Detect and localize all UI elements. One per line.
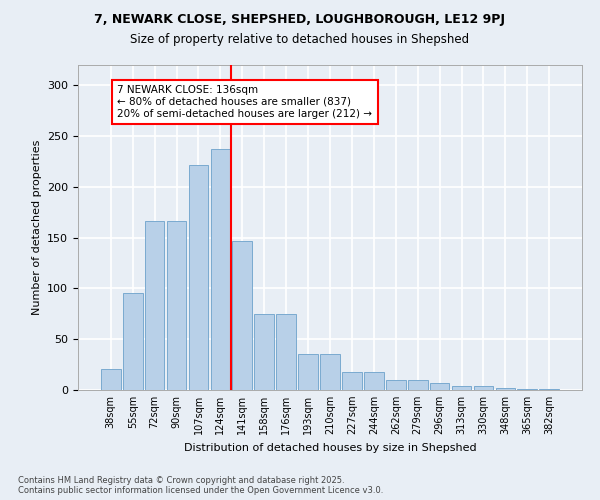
Bar bbox=[145, 222, 164, 390]
Bar bbox=[276, 314, 296, 390]
Bar bbox=[408, 380, 428, 390]
Bar bbox=[254, 314, 274, 390]
Bar bbox=[123, 292, 143, 390]
Bar bbox=[298, 354, 318, 390]
Text: Size of property relative to detached houses in Shepshed: Size of property relative to detached ho… bbox=[130, 32, 470, 46]
Bar bbox=[320, 354, 340, 390]
Y-axis label: Number of detached properties: Number of detached properties bbox=[32, 140, 41, 315]
Bar bbox=[386, 380, 406, 390]
Bar bbox=[364, 372, 384, 390]
Bar bbox=[101, 368, 121, 390]
Bar bbox=[517, 389, 537, 390]
Bar bbox=[188, 164, 208, 390]
Text: Contains HM Land Registry data © Crown copyright and database right 2025.
Contai: Contains HM Land Registry data © Crown c… bbox=[18, 476, 383, 495]
Bar bbox=[211, 150, 230, 390]
Text: 7 NEWARK CLOSE: 136sqm
← 80% of detached houses are smaller (837)
20% of semi-de: 7 NEWARK CLOSE: 136sqm ← 80% of detached… bbox=[118, 86, 373, 118]
Text: 7, NEWARK CLOSE, SHEPSHED, LOUGHBOROUGH, LE12 9PJ: 7, NEWARK CLOSE, SHEPSHED, LOUGHBOROUGH,… bbox=[95, 12, 505, 26]
Bar bbox=[473, 386, 493, 390]
Bar bbox=[167, 222, 187, 390]
Bar bbox=[430, 383, 449, 390]
Bar bbox=[539, 389, 559, 390]
Bar bbox=[342, 372, 362, 390]
X-axis label: Distribution of detached houses by size in Shepshed: Distribution of detached houses by size … bbox=[184, 442, 476, 452]
Bar bbox=[232, 240, 252, 390]
Bar bbox=[496, 388, 515, 390]
Bar bbox=[452, 386, 472, 390]
